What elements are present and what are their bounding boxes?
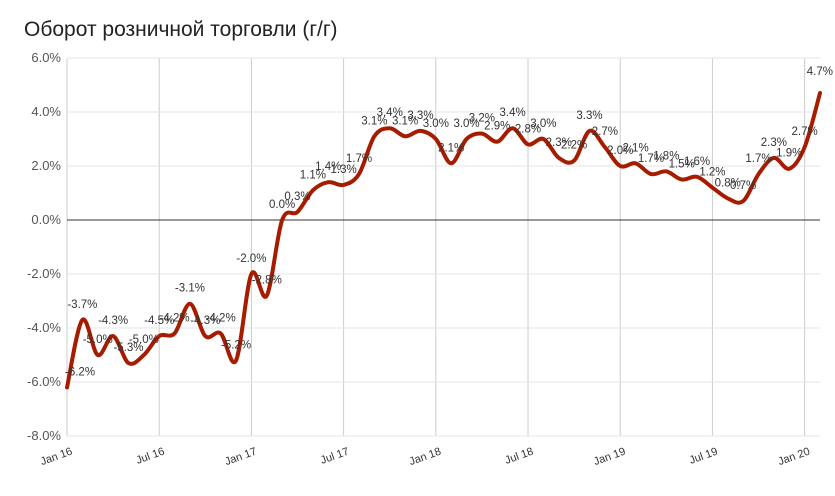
y-tick-label: 4.0% [31,104,61,119]
data-label: 1.5% [669,159,695,171]
y-axis-ticks: -8.0% -6.0% -4.0% -2.0% 0.0% 2.0% 4.0% 6.0% [27,50,61,443]
data-label: 3.0% [453,118,479,130]
chart-title: Оборот розничной торговли (г/г) [24,18,338,41]
data-label: -4.2% [206,312,236,324]
data-label: 1.7% [745,153,771,165]
data-label: 2.0% [607,145,633,157]
data-label: 2.3% [761,137,787,149]
data-label: -4.3% [190,315,220,327]
data-label: 2.9% [484,121,510,133]
data-label: 3.0% [530,118,556,130]
data-label: 1.9% [776,148,802,160]
data-label: 1.8% [653,150,679,162]
x-tick-label: Jul 16 [135,446,167,467]
y-tick-label: 0.0% [31,212,61,227]
y-tick-label: -2.0% [27,266,61,281]
data-label: -4.3% [98,315,128,327]
data-label: -4.5% [144,315,174,327]
y-tick-label: -4.0% [27,320,61,335]
data-label: -5.2% [221,339,251,351]
series-line-group [65,91,822,390]
data-label: 0.8% [715,177,741,189]
data-label: -2.0% [236,253,266,265]
data-label: -5.0% [129,334,159,346]
y-tick-label: -8.0% [27,428,61,443]
x-tick-label: Jul 19 [688,446,720,467]
data-label: -2.8% [252,275,282,287]
data-label: 0.7% [730,180,756,192]
data-label: -6.2% [65,366,95,378]
data-label: 3.1% [361,115,387,127]
x-tick-label: Jan 19 [592,446,627,469]
y-tick-label: 2.0% [31,158,61,173]
data-label: 2.7% [792,126,818,138]
vertical-gridlines [66,58,806,436]
data-label: 4.7% [807,66,833,78]
x-tick-label: Jan 20 [777,446,812,469]
data-label: 1.4% [315,161,341,173]
horizontal-gridlines [67,57,820,437]
x-tick-label: Jul 18 [503,446,535,467]
data-label: 3.1% [392,115,418,127]
x-tick-label: Jan 16 [39,446,74,469]
data-labels: -6.2%-3.7%-5.0%-4.3%-5.3%-5.0%-4.5%-4.2%… [65,66,833,378]
y-tick-label: -6.0% [27,374,61,389]
data-label: 2.8% [515,123,541,135]
data-label: 1.7% [346,153,372,165]
data-label: 3.3% [407,110,433,122]
data-label: 3.4% [377,107,403,119]
data-label: 3.4% [500,107,526,119]
data-label: -3.1% [175,283,205,295]
data-label: 3.2% [469,113,495,125]
data-label: 1.1% [300,169,326,181]
x-tick-label: Jan 18 [408,446,443,469]
data-label: 2.7% [592,126,618,138]
series-line [65,91,822,390]
data-label: 2.3% [546,137,572,149]
x-axis-ticks: Jan 16 Jul 16 Jan 17 Jul 17 Jan 18 Jul 18 Jan … [39,446,812,469]
data-label: -4.2% [160,312,190,324]
data-label: 1.7% [638,153,664,165]
data-label: -5.3% [113,342,143,354]
data-label: 1.6% [684,156,710,168]
data-label: 3.0% [423,118,449,130]
data-label: 1.2% [699,167,725,179]
data-label: -5.0% [83,334,113,346]
data-label: 3.3% [576,110,602,122]
y-tick-label: 6.0% [31,50,61,65]
data-label: 2.1% [622,142,648,154]
x-tick-label: Jul 17 [319,446,351,467]
data-label: 0.3% [284,191,310,203]
data-label: -3.7% [67,299,97,311]
data-label: 2.2% [561,140,587,152]
x-tick-label: Jan 17 [223,446,258,469]
data-label: 2.1% [438,142,464,154]
data-label: 0.0% [269,199,295,211]
data-label: 1.3% [331,164,357,176]
